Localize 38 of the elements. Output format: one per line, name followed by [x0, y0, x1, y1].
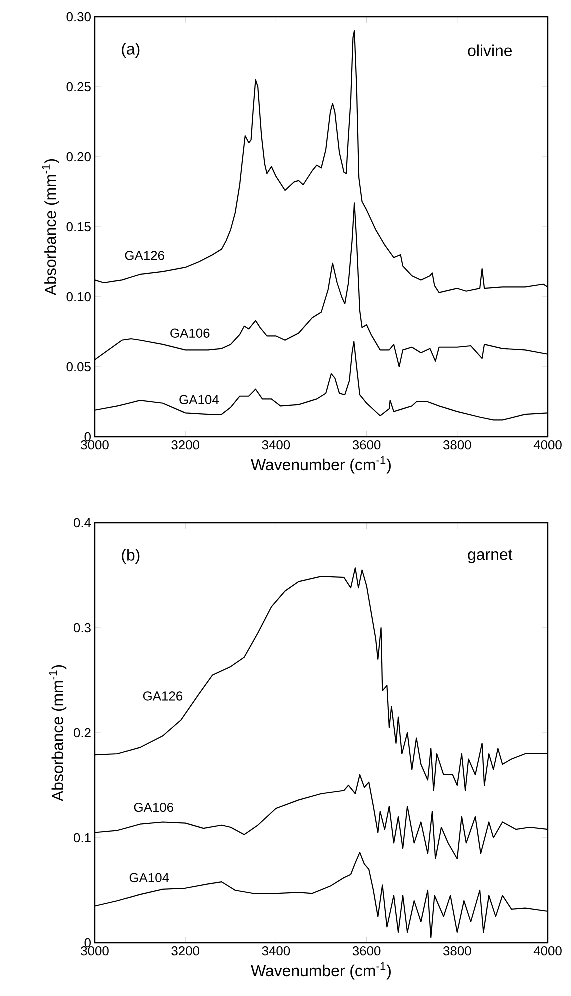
x-tick-label: 3800 — [443, 946, 472, 956]
annotation: garnet — [468, 550, 513, 564]
series-label: GA104 — [180, 395, 219, 404]
x-tick-label: 4000 — [534, 946, 562, 956]
y-tick-label: 0.20 — [66, 152, 91, 162]
series-label: GA106 — [134, 802, 174, 812]
x-tick-label: 4000 — [534, 440, 562, 450]
series-label: GA126 — [125, 251, 164, 260]
y-tick-label: 0.4 — [74, 518, 92, 528]
series-label: GA104 — [130, 873, 170, 882]
x-tick-label: 3600 — [352, 946, 381, 956]
y-tick-label: 0 — [84, 938, 91, 948]
annotation: (a) — [122, 43, 140, 58]
x-tick-label: 3400 — [262, 946, 290, 956]
y-axis-title: Absorbance (mm$^{-1}$) — [42, 159, 60, 296]
y-axis-title: Absorbance (mm$^{-1}$) — [49, 665, 67, 802]
y-tick-label: 0.1 — [74, 833, 91, 843]
y-tick-label: 0.2 — [74, 728, 91, 738]
x-tick-label: 3200 — [172, 946, 200, 956]
annotation: (b) — [122, 549, 140, 564]
y-tick-label: 0.30 — [66, 12, 91, 22]
annotation: olivine — [468, 44, 512, 56]
y-tick-label: 0.25 — [66, 82, 91, 92]
x-axis-title: Wavenumber (cm$^{-1}$) — [251, 962, 391, 980]
y-tick-label: 0.10 — [66, 292, 91, 302]
x-axis-title: Wavenumber (cm$^{-1}$) — [251, 456, 391, 474]
x-tick-label: 3200 — [172, 440, 200, 450]
y-tick-label: 0.3 — [74, 623, 91, 633]
y-tick-label: 0 — [84, 432, 91, 442]
x-tick-label: 3600 — [352, 440, 381, 450]
y-tick-label: 0.05 — [66, 362, 91, 372]
y-tick-label: 0.15 — [66, 222, 91, 232]
x-tick-label: 3000 — [81, 440, 109, 450]
x-tick-label: 3800 — [443, 440, 472, 450]
series-label: GA126 — [143, 692, 183, 701]
series-label: GA106 — [170, 328, 210, 338]
x-tick-label: 3000 — [81, 946, 109, 956]
x-tick-label: 3400 — [262, 440, 290, 450]
